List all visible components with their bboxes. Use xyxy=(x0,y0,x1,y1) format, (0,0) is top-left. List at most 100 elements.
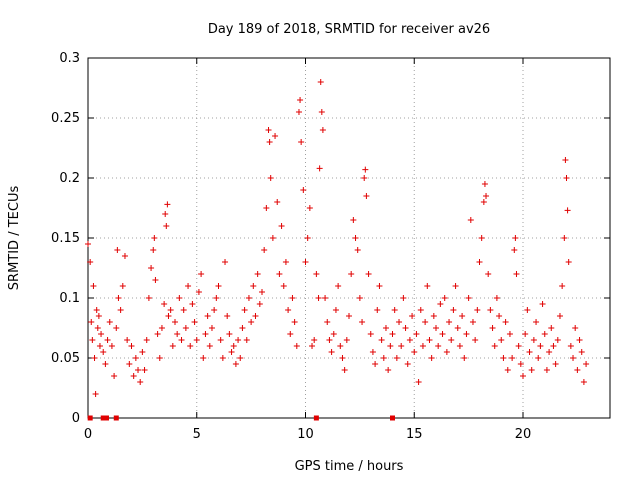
data-point xyxy=(219,355,226,361)
data-point xyxy=(137,379,144,385)
data-point xyxy=(152,277,159,283)
data-point xyxy=(398,343,405,349)
data-point xyxy=(369,349,376,355)
data-point xyxy=(297,97,304,103)
data-point xyxy=(530,337,537,343)
data-point xyxy=(326,337,333,343)
data-point xyxy=(88,319,95,325)
data-point xyxy=(481,181,488,187)
data-point xyxy=(254,271,261,277)
data-point xyxy=(548,325,555,331)
data-point xyxy=(448,337,455,343)
data-point xyxy=(274,199,281,205)
data-point xyxy=(228,349,235,355)
data-point xyxy=(330,331,337,337)
data-point xyxy=(354,247,361,253)
data-point xyxy=(539,301,546,307)
y-tick-label: 0.05 xyxy=(51,351,80,366)
data-point xyxy=(435,343,442,349)
data-point xyxy=(291,319,298,325)
data-point xyxy=(561,235,568,241)
data-point xyxy=(465,295,472,301)
data-point xyxy=(515,343,522,349)
data-point xyxy=(178,337,185,343)
data-point xyxy=(346,313,352,319)
data-point xyxy=(182,325,189,331)
data-point xyxy=(300,187,307,193)
data-point xyxy=(141,367,148,373)
data-point xyxy=(165,313,172,319)
data-point xyxy=(167,307,174,313)
data-point xyxy=(164,201,171,208)
data-point xyxy=(439,331,446,337)
data-point xyxy=(404,361,411,367)
data-point xyxy=(96,343,103,349)
data-point xyxy=(411,349,418,355)
zero-marker xyxy=(113,415,119,421)
data-point xyxy=(361,175,368,181)
data-point xyxy=(121,253,128,259)
data-point xyxy=(95,313,102,319)
data-point xyxy=(232,361,239,367)
ticks: 0 0.05 0.1 0.15 0.2 0.25 0.3 0 5 10 15 20 xyxy=(51,51,610,442)
data-point xyxy=(500,355,507,361)
data-point xyxy=(172,319,178,325)
data-point xyxy=(382,325,389,331)
data-point xyxy=(546,349,553,355)
data-point xyxy=(496,313,503,319)
data-point xyxy=(259,289,265,295)
data-point xyxy=(415,379,422,385)
data-point xyxy=(446,319,453,325)
data-point xyxy=(239,325,246,331)
data-point xyxy=(158,325,165,331)
data-point xyxy=(365,271,372,277)
data-point xyxy=(217,337,224,343)
data-point xyxy=(276,271,283,277)
x-tick-label: 5 xyxy=(193,427,201,442)
zero-marker xyxy=(313,415,319,421)
data-point xyxy=(574,367,581,373)
data-point xyxy=(94,325,101,331)
data-point xyxy=(533,319,540,325)
data-point xyxy=(572,325,579,331)
data-point xyxy=(402,325,409,331)
data-point xyxy=(100,349,107,355)
data-point xyxy=(517,361,524,367)
data-point xyxy=(208,325,215,331)
data-point xyxy=(265,127,272,133)
data-point xyxy=(117,307,124,313)
data-point xyxy=(487,307,494,313)
data-point xyxy=(309,343,316,349)
chart-title: Day 189 of 2018, SRMTID for receiver av2… xyxy=(208,22,490,37)
data-point xyxy=(111,373,118,379)
data-point xyxy=(169,343,176,349)
data-point xyxy=(359,319,366,325)
data-point xyxy=(306,205,313,211)
data-point xyxy=(485,271,492,277)
data-point xyxy=(578,349,585,355)
data-point xyxy=(91,355,98,361)
y-axis-label: SRMTID / TECUs xyxy=(7,186,22,291)
data-point xyxy=(311,337,318,343)
data-point xyxy=(422,319,429,325)
data-point xyxy=(452,283,459,289)
data-point xyxy=(163,223,170,229)
x-tick-label: 0 xyxy=(84,427,92,442)
data-point xyxy=(180,307,187,313)
data-point xyxy=(150,247,157,253)
data-point xyxy=(396,319,403,325)
data-point xyxy=(295,109,302,115)
data-point xyxy=(535,355,542,361)
data-point xyxy=(483,193,490,199)
data-point xyxy=(337,343,344,349)
data-point xyxy=(213,295,220,301)
data-point xyxy=(287,331,294,337)
data-point xyxy=(230,343,237,349)
data-point xyxy=(198,271,205,277)
data-point xyxy=(206,343,213,349)
data-point xyxy=(135,367,142,373)
data-point xyxy=(115,295,122,301)
data-point xyxy=(245,295,252,301)
data-point xyxy=(143,337,150,343)
data-point xyxy=(90,283,97,289)
